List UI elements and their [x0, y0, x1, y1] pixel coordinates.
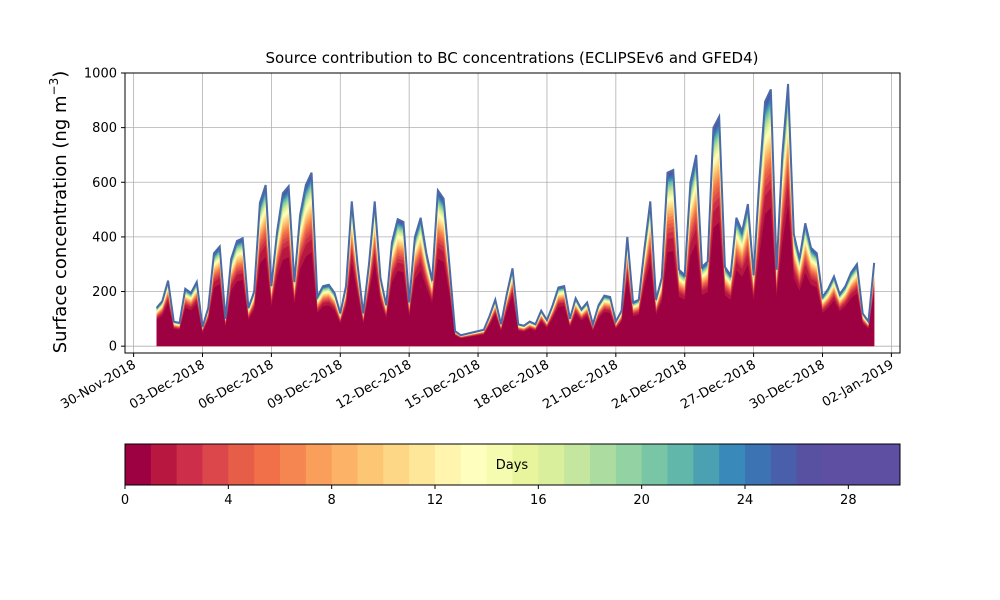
- plot-area: 0200400600800100030-Nov-201803-Dec-20180…: [58, 67, 901, 413]
- colorbar-tick-label: 16: [530, 493, 547, 508]
- colorbar-segment-day-17: [564, 444, 591, 485]
- colorbar-segment-day-25: [770, 444, 798, 485]
- colorbar-segment-day-24: [745, 444, 772, 485]
- colorbar-segment-day-23: [719, 444, 746, 485]
- colorbar-segment-day-4: [228, 444, 255, 485]
- colorbar-segment-day-15: [512, 444, 539, 485]
- y-tick-label: 0: [109, 340, 117, 355]
- colorbar-segment-day-21: [667, 444, 694, 485]
- svg-text:Surface concentration (ng m−3): Surface concentration (ng m−3): [47, 71, 71, 354]
- colorbar-segment-day-12: [435, 444, 462, 485]
- total-line: [155, 83, 876, 337]
- colorbar-tick-label: 28: [840, 493, 857, 508]
- colorbar-segment-day-18: [590, 444, 617, 485]
- y-tick-label: 800: [92, 121, 117, 136]
- y-axis-label-exponent: −3: [47, 78, 61, 96]
- colorbar-segment-day-19: [615, 444, 643, 485]
- colorbar-tick-label: 24: [737, 493, 754, 508]
- chart-title: Source contribution to BC concentrations…: [265, 49, 758, 67]
- colorbar-tick-label: 12: [427, 493, 444, 508]
- area-layer-day-0: [156, 204, 875, 347]
- colorbar-segment-day-16: [538, 444, 565, 485]
- colorbar-segment-day-0: [125, 444, 152, 485]
- colorbar-segment-day-26: [796, 444, 824, 485]
- colorbar-frame: [124, 443, 901, 486]
- y-axis-label: Surface concentration (ng m−3): [47, 71, 71, 354]
- colorbar-segment-day-6: [280, 444, 307, 485]
- colorbar-segments: [125, 444, 900, 485]
- colorbar-segment-day-5: [254, 444, 281, 485]
- colorbar-segment-day-10: [383, 444, 410, 485]
- colorbar-tick-label: 20: [633, 493, 650, 508]
- colorbar-segment-day-8: [331, 444, 359, 485]
- colorbar-segment-tail: [848, 444, 900, 485]
- colorbar-segment-day-11: [409, 444, 436, 485]
- colorbar-tick-label: 8: [328, 493, 336, 508]
- colorbar-tick-label: 0: [121, 493, 129, 508]
- colorbar-segment-day-22: [693, 444, 720, 485]
- y-tick-label: 600: [92, 176, 117, 191]
- y-axis: 0 200 400 600 800 1000: [84, 67, 125, 355]
- colorbar-tick-label: 4: [224, 493, 232, 508]
- y-tick-label: 400: [92, 230, 117, 245]
- colorbar: 0 4 8 12 16 20 24 28 Days: [121, 443, 901, 508]
- y-tick-label: 200: [92, 285, 117, 300]
- colorbar-segment-day-1: [150, 444, 178, 485]
- colorbar-segment-day-7: [305, 444, 333, 485]
- colorbar-segment-day-13: [460, 444, 488, 485]
- y-axis-label-close: ): [50, 71, 71, 78]
- colorbar-segment-day-20: [641, 444, 669, 485]
- stacked-areas: [155, 83, 876, 347]
- axes-frame: [124, 72, 901, 354]
- colorbar-label: Days: [496, 458, 529, 473]
- y-axis-label-main: Surface concentration (ng m: [50, 95, 71, 353]
- colorbar-segment-day-27: [822, 444, 849, 485]
- colorbar-segment-day-2: [176, 444, 204, 485]
- colorbar-segment-day-3: [202, 444, 229, 485]
- colorbar-segment-day-14: [486, 444, 514, 485]
- y-tick-label: 1000: [84, 67, 117, 82]
- colorbar-segment-day-9: [357, 444, 384, 485]
